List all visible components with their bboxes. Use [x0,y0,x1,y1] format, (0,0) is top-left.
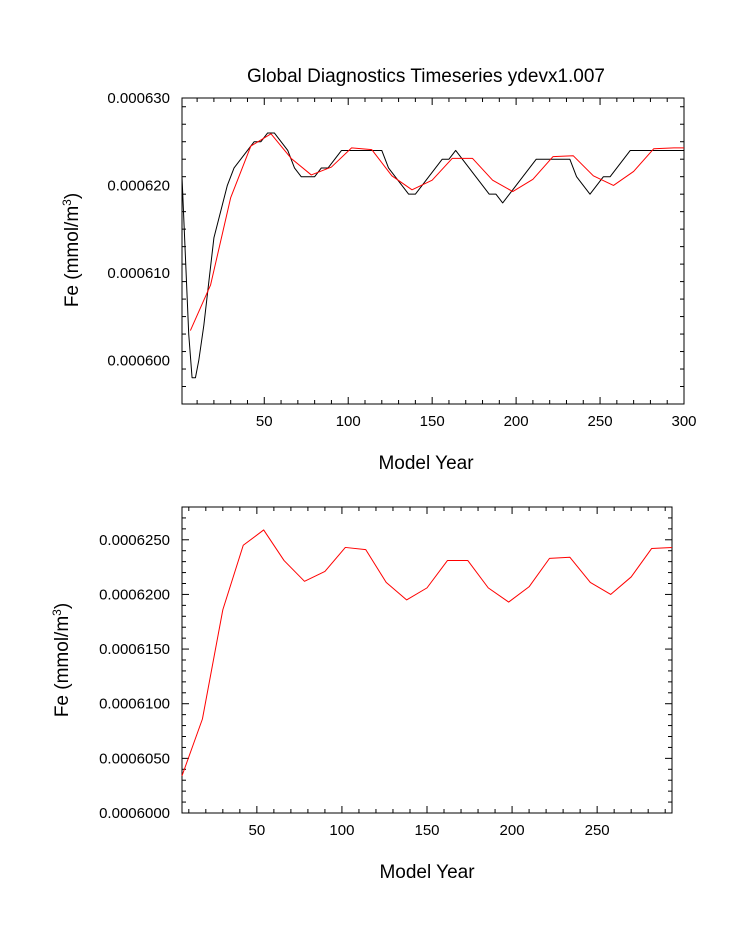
chart-title: Global Diagnostics Timeseries ydevx1.007 [247,66,605,87]
tick-labels: 50 100 150 200 250 300 0.000600 0.000610 0.00062… [107,90,696,430]
top-chart: Global Diagnostics Timeseries ydevx1.007… [60,66,697,474]
series-line-5-year-mean [189,133,684,331]
y-axis-title-sup: 3 [50,609,64,616]
y-tick-label: 0.0006250 [99,532,170,549]
y-tick-label: 0.0006050 [99,750,170,767]
x-tick-label: 250 [588,413,613,430]
x-tick-label: 300 [671,413,696,430]
y-tick-label: 0.000620 [107,177,170,194]
plot-frame [181,506,673,814]
y-tick-label: 0.0006150 [99,641,170,658]
y-axis-title-close: ) [52,603,73,609]
y-axis-title-text: Fe (mmol/m [62,206,83,307]
x-tick-label: 50 [256,413,273,430]
y-tick-label: 0.0006000 [99,805,170,822]
series-lines [181,529,673,777]
axis-ticks [182,98,685,405]
y-axis-title: Fe (mmol/m3) [50,603,73,717]
y-axis-title-close: ) [62,193,83,199]
tick-labels: 50 100 150 200 250 0.0006000 0.0006050 0.000610… [99,532,610,839]
x-axis-title: Model Year [378,453,474,474]
y-axis-title: Fe (mmol/m3) [60,193,83,307]
axis-ticks [182,506,672,814]
y-tick-label: 0.000610 [107,265,170,282]
series-lines [181,132,684,379]
series-line-5-year-mean [181,529,673,777]
y-tick-label: 0.0006100 [99,696,170,713]
x-tick-label: 250 [585,822,610,839]
x-tick-label: 100 [336,413,361,430]
x-axis-title: Model Year [379,862,475,883]
x-tick-label: 150 [414,822,439,839]
y-tick-label: 0.000600 [107,352,170,369]
x-tick-label: 100 [329,822,354,839]
series-line-annual [181,132,684,379]
y-axis-title-text: Fe (mmol/m [52,616,73,717]
bottom-chart: 50 100 150 200 250 0.0006000 0.0006050 0.000610… [50,506,673,883]
y-axis-title-sup: 3 [60,199,74,206]
y-tick-label: 0.000630 [107,90,170,107]
x-tick-label: 200 [500,822,525,839]
y-tick-label: 0.0006200 [99,586,170,603]
x-tick-label: 150 [420,413,445,430]
x-tick-label: 200 [504,413,529,430]
x-tick-label: 50 [249,822,266,839]
plot-frame [181,97,685,405]
